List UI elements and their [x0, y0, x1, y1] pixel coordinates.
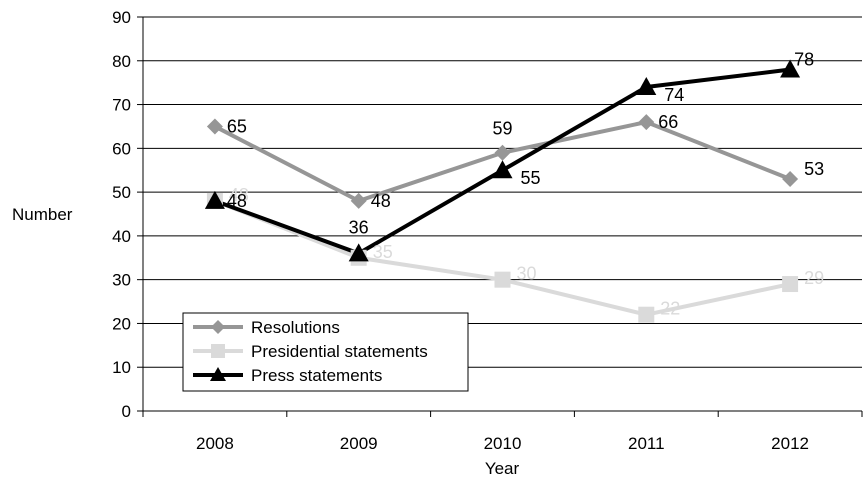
data-point	[494, 144, 511, 161]
x-tick-label: 2010	[484, 434, 522, 453]
data-label: 48	[229, 185, 249, 205]
x-axis-label: Year	[485, 459, 520, 478]
data-point	[348, 243, 369, 262]
y-axis-label: Number	[12, 205, 73, 224]
data-point	[494, 271, 511, 288]
data-point	[350, 192, 367, 209]
legend-marker	[211, 320, 225, 334]
data-point	[780, 59, 801, 78]
y-tick-label: 40	[112, 227, 131, 246]
data-label: 53	[804, 159, 824, 179]
x-tick-labels: 2008 2009 2010 2011 2012	[142, 411, 863, 453]
data-label: 48	[227, 191, 247, 211]
y-tick-label: 30	[112, 271, 131, 290]
data-label: 29	[804, 268, 824, 288]
legend-label: Presidential statements	[251, 342, 428, 361]
y-tick-label: 0	[122, 402, 131, 421]
data-label: 59	[492, 119, 512, 139]
x-tick-label: 2011	[628, 434, 665, 453]
data-label: 74	[664, 85, 684, 105]
x-tick-label: 2008	[196, 434, 234, 453]
data-label: 65	[227, 116, 247, 136]
axes	[142, 17, 862, 412]
y-tick-label: 70	[112, 96, 131, 115]
y-tick-label: 20	[112, 314, 131, 333]
series-group	[204, 59, 801, 323]
data-point	[782, 170, 799, 187]
data-label: 66	[658, 112, 678, 132]
data-point	[204, 190, 225, 209]
legend: Resolutions Presidential statements Press …	[182, 312, 469, 392]
data-label: 48	[371, 191, 391, 211]
y-tick-label: 10	[112, 358, 131, 377]
data-point	[492, 160, 513, 179]
data-label: 22	[660, 299, 680, 319]
y-tick-label: 80	[112, 52, 131, 71]
data-point	[206, 118, 223, 135]
data-point	[782, 276, 799, 293]
data-label: 55	[521, 168, 541, 188]
y-tick-label: 90	[112, 8, 131, 27]
series-line-1	[214, 199, 791, 317]
data-label: 35	[373, 242, 393, 262]
x-tick-label: 2012	[771, 434, 809, 453]
data-point	[638, 114, 655, 131]
legend-marker	[210, 367, 226, 381]
legend-label: Resolutions	[251, 318, 340, 337]
data-label: 78	[794, 50, 814, 70]
y-tick-labels: 0 10 20 30 40 50 60 70 80 90	[112, 8, 143, 421]
y-tick-label: 60	[112, 139, 131, 158]
x-tick-label: 2009	[340, 434, 378, 453]
y-tick-label: 50	[112, 183, 131, 202]
data-point	[636, 77, 657, 96]
data-label: 36	[349, 217, 369, 237]
data-label: 30	[517, 264, 537, 284]
data-point	[638, 306, 655, 323]
legend-marker	[211, 344, 225, 358]
legend-label: Press statements	[251, 366, 382, 385]
